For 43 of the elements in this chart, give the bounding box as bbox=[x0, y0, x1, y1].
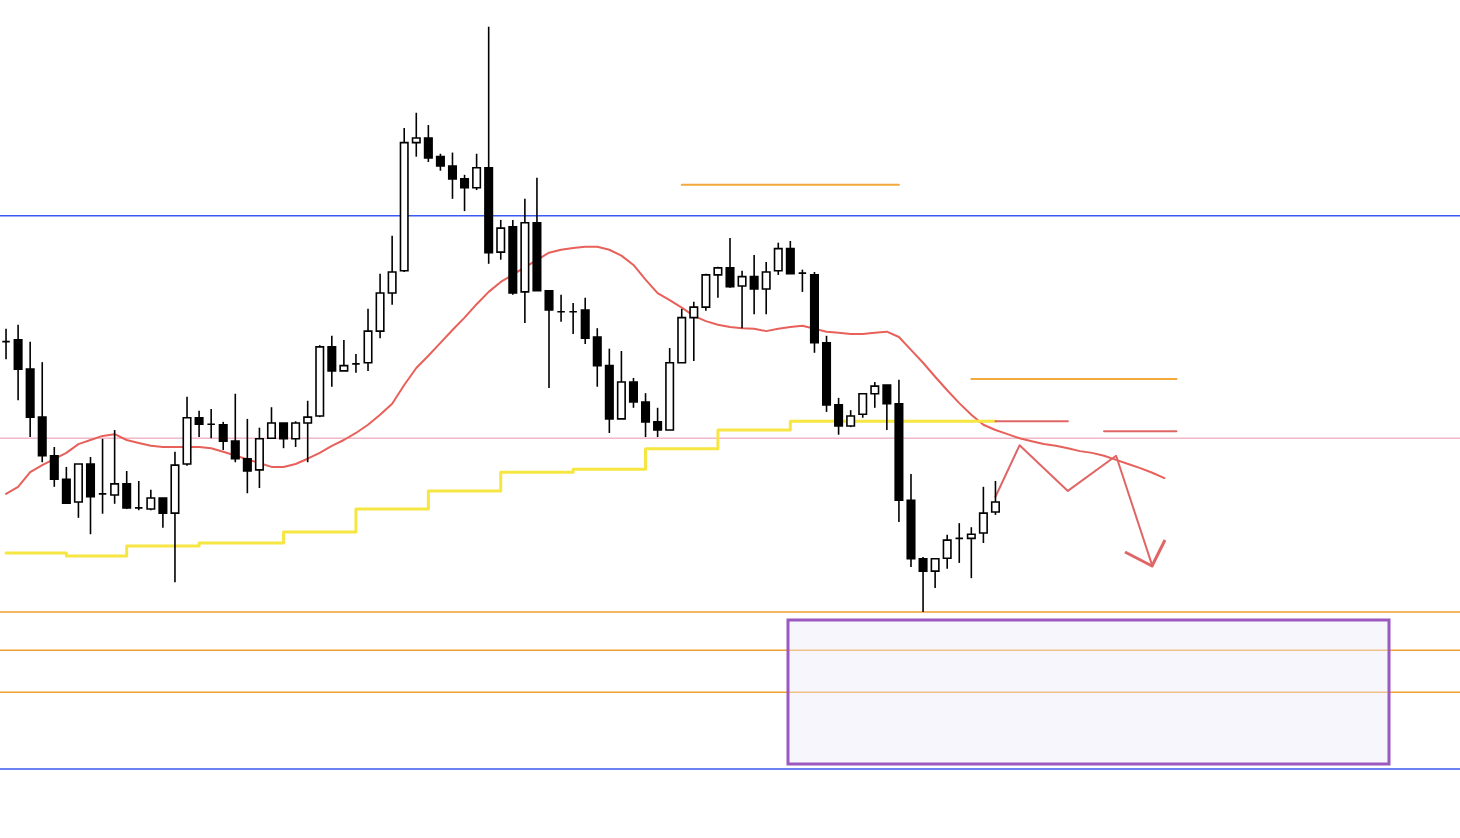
candlestick bbox=[242, 418, 252, 495]
candlestick bbox=[472, 152, 482, 191]
candlestick bbox=[834, 397, 844, 436]
candlestick bbox=[918, 556, 928, 613]
candlestick bbox=[653, 407, 663, 438]
candlestick bbox=[966, 526, 976, 579]
candlestick bbox=[122, 470, 132, 510]
candlestick bbox=[930, 557, 940, 589]
candlestick bbox=[689, 301, 699, 362]
candlestick bbox=[279, 422, 289, 449]
candlestick bbox=[194, 409, 204, 438]
candlestick bbox=[628, 377, 639, 409]
candlestick bbox=[327, 335, 337, 388]
candlestick bbox=[158, 497, 168, 529]
candlestick bbox=[725, 237, 735, 289]
candlestick bbox=[291, 420, 301, 448]
candlestick bbox=[496, 219, 506, 261]
candlestick bbox=[423, 124, 433, 163]
candlestick bbox=[773, 241, 783, 276]
candlestick bbox=[641, 392, 651, 438]
candlestick bbox=[61, 466, 71, 505]
candlestick bbox=[411, 111, 421, 158]
candlestick bbox=[978, 486, 988, 544]
candlestick bbox=[990, 480, 1000, 516]
candlestick bbox=[218, 421, 228, 451]
candlestick bbox=[544, 289, 554, 389]
candlestick bbox=[749, 254, 759, 315]
candlestick bbox=[49, 446, 59, 488]
candlestick bbox=[110, 429, 120, 505]
candlestick bbox=[266, 406, 277, 440]
candlestick bbox=[713, 265, 723, 299]
candlestick bbox=[870, 381, 880, 409]
candlestick bbox=[303, 399, 313, 464]
candlestick bbox=[882, 384, 892, 431]
candlestick bbox=[858, 392, 868, 419]
candlestick bbox=[942, 534, 952, 570]
candlestick bbox=[339, 339, 349, 372]
candlestick bbox=[737, 270, 747, 329]
candlestick bbox=[447, 151, 458, 200]
candlestick bbox=[761, 261, 771, 315]
candlestick bbox=[387, 234, 397, 306]
candlestick bbox=[460, 174, 470, 212]
candlestick bbox=[230, 392, 240, 464]
